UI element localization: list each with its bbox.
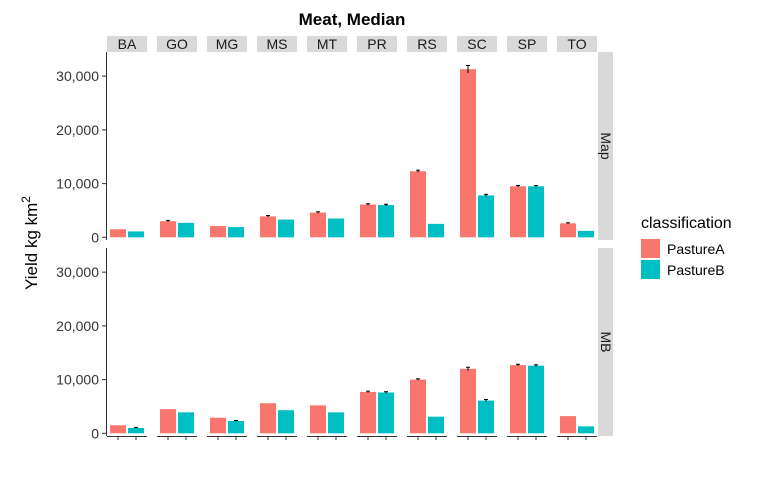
bar-pasturea-go — [160, 409, 176, 434]
bar-pasturea-ms — [260, 216, 276, 238]
facet-strip-mg — [207, 36, 247, 52]
facet-strip-go — [157, 36, 197, 52]
legend-title: classification — [641, 215, 732, 232]
facet-strip-label: MG — [216, 36, 239, 52]
facet-strip-ms — [257, 36, 297, 52]
column-facet-strips: BA GO MG MS MT PR RS SC SP TO — [107, 36, 597, 52]
bar-pastureb-ms — [278, 219, 294, 238]
y-axis-title: Yield kg km2 — [19, 196, 41, 290]
bar-pasturea-sc — [460, 368, 476, 434]
facet-strip-label: GO — [166, 36, 188, 52]
facet-strip-label: TO — [567, 36, 586, 52]
y-tick-label: 20,000 — [56, 122, 99, 138]
facet-strip-to — [557, 36, 597, 52]
legend-label: PastureB — [667, 262, 725, 278]
facet-strip-label: MS — [267, 36, 288, 52]
bar-pasturea-rs — [410, 379, 426, 434]
bar-pastureb-ms — [278, 410, 294, 434]
facet-strip-sc — [457, 36, 497, 52]
bar-pastureb-to — [578, 426, 594, 434]
facet-strip-pr — [357, 36, 397, 52]
bar-pastureb-mg — [228, 227, 244, 238]
legend-label: PastureA — [667, 241, 725, 257]
facet-strip-sp — [507, 36, 547, 52]
y-tick-label: 20,000 — [56, 318, 99, 334]
row-strip-label: Map — [598, 132, 614, 159]
bar-pasturea-ba — [110, 229, 126, 238]
facet-strip-label: SC — [467, 36, 486, 52]
bar-pasturea-mt — [310, 212, 326, 238]
bar-pasturea-mg — [210, 417, 226, 434]
y-tick-label: 0 — [91, 425, 99, 441]
y-axis-title-text: Yield kg km — [22, 203, 41, 290]
y-tick-label: 10,000 — [56, 176, 99, 192]
facet-strip-label: MT — [317, 36, 338, 52]
chart-title: Meat, Median — [299, 10, 406, 29]
bar-pastureb-ba — [128, 427, 144, 434]
bar-pastureb-go — [178, 222, 194, 238]
bar-pastureb-go — [178, 412, 194, 434]
y-tick-label: 30,000 — [56, 68, 99, 84]
facet-row-mb: MB 0 10,000 20,000 30,000 — [56, 248, 614, 441]
bar-pastureb-rs — [428, 416, 444, 434]
bar-pasturea-to — [560, 416, 576, 434]
bar-pasturea-pr — [360, 204, 376, 238]
bar-pastureb-ba — [128, 231, 144, 238]
bar-pastureb-sc — [478, 400, 494, 434]
bar-pasturea-sc — [460, 69, 476, 238]
facet-strip-label: SP — [518, 36, 537, 52]
legend: classification PastureA PastureB — [641, 215, 732, 279]
bar-pasturea-mt — [310, 405, 326, 434]
y-tick-label: 0 — [91, 229, 99, 245]
row-strip-mb — [598, 248, 613, 436]
facet-strip-ba — [107, 36, 147, 52]
bar-pasturea-mg — [210, 226, 226, 238]
row-strip-map — [598, 52, 613, 240]
y-tick-label: 30,000 — [56, 264, 99, 280]
bar-pastureb-mt — [328, 412, 344, 434]
bar-pastureb-sc — [478, 195, 494, 238]
bar-pasturea-ba — [110, 425, 126, 434]
facet-panels: Map 0 10,000 20,000 30,000 MB 0 10,000 20,000 30,… — [56, 52, 614, 441]
bar-pastureb-to — [578, 230, 594, 238]
bar-pastureb-mg — [228, 420, 244, 434]
legend-key-pastureb — [641, 260, 660, 279]
bar-pastureb-pr — [378, 205, 394, 238]
y-axis-title-superscript: 2 — [19, 196, 33, 203]
bar-pastureb-sp — [528, 365, 544, 434]
bar-pastureb-pr — [378, 392, 394, 434]
bar-pastureb-sp — [528, 186, 544, 238]
bar-pasturea-sp — [510, 186, 526, 238]
bar-pastureb-mt — [328, 218, 344, 238]
bar-pasturea-rs — [410, 171, 426, 238]
legend-key-pasturea — [641, 239, 660, 258]
bar-pasturea-go — [160, 221, 176, 238]
facet-strip-label: PR — [367, 36, 386, 52]
bar-pasturea-sp — [510, 365, 526, 434]
bar-pasturea-to — [560, 223, 576, 238]
row-strip-label: MB — [598, 332, 614, 353]
facet-row-map: Map 0 10,000 20,000 30,000 — [56, 52, 614, 245]
y-tick-label: 10,000 — [56, 372, 99, 388]
bar-pasturea-pr — [360, 391, 376, 434]
bar-pasturea-ms — [260, 403, 276, 434]
facet-strip-label: BA — [118, 36, 137, 52]
facet-strip-rs — [407, 36, 447, 52]
x-axis — [107, 436, 597, 440]
bar-pastureb-rs — [428, 223, 444, 238]
facet-strip-label: RS — [417, 36, 436, 52]
facet-strip-mt — [307, 36, 347, 52]
